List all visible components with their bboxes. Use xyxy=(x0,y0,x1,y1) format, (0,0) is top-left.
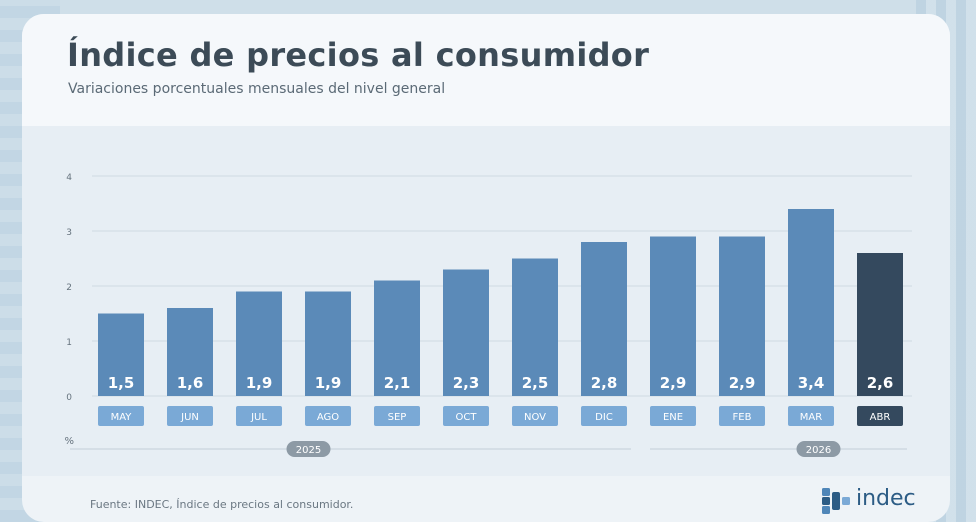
x-tick-label: ENE xyxy=(663,412,683,423)
bar xyxy=(167,308,213,396)
bar xyxy=(374,280,420,396)
bar xyxy=(719,236,765,396)
bar-value-label: 2,9 xyxy=(729,374,756,392)
bar-value-label: 1,9 xyxy=(246,374,273,392)
bar xyxy=(512,258,558,396)
bar xyxy=(581,242,627,396)
month-label-pill xyxy=(167,406,213,426)
month-label-pill xyxy=(788,406,834,426)
x-tick-label: NOV xyxy=(524,412,546,423)
bar-value-label: 1,5 xyxy=(108,374,135,392)
chart-card: Índice de precios al consumidor Variacio… xyxy=(22,14,950,522)
bar xyxy=(98,313,144,396)
y-tick-label: 1 xyxy=(66,338,72,348)
bar-value-label: 2,1 xyxy=(384,374,411,392)
bar xyxy=(857,253,903,396)
logo-text: indec xyxy=(856,486,916,511)
x-tick-label: MAR xyxy=(800,412,822,423)
bar-value-label: 2,6 xyxy=(867,374,894,392)
y-tick-label: 0 xyxy=(66,393,72,403)
x-tick-label: SEP xyxy=(388,412,407,423)
bar-value-label: 3,4 xyxy=(798,374,825,392)
month-label-pill xyxy=(512,406,558,426)
month-label-pill xyxy=(443,406,489,426)
bar xyxy=(443,269,489,396)
month-label-pill xyxy=(650,406,696,426)
month-label-pill xyxy=(98,406,144,426)
indec-logo-icon xyxy=(822,488,850,514)
source-note: Fuente: INDEC, Índice de precios al cons… xyxy=(90,498,354,511)
month-label-pill xyxy=(374,406,420,426)
bar xyxy=(788,209,834,396)
y-tick-label: 4 xyxy=(66,173,72,183)
bar-value-label: 2,9 xyxy=(660,374,687,392)
y-axis-unit-label: % xyxy=(64,436,74,447)
month-label-pill xyxy=(236,406,282,426)
year-pill xyxy=(286,441,331,457)
y-tick-label: 2 xyxy=(66,283,72,293)
indec-logo: indec xyxy=(822,486,922,518)
month-label-pill xyxy=(305,406,351,426)
bar xyxy=(236,291,282,396)
bar-value-label: 1,9 xyxy=(315,374,342,392)
month-label-pill xyxy=(581,406,627,426)
x-tick-label: ABR xyxy=(870,412,891,423)
bar-value-label: 2,5 xyxy=(522,374,549,392)
plot-area: 0 1 2 3 4% 1,5 MAY 1,6 JUN 1,9 JUL 1,9 AGO 2,1 SEP 2,3 O… xyxy=(22,126,950,476)
bar-value-label: 1,6 xyxy=(177,374,204,392)
month-label-pill xyxy=(719,406,765,426)
x-tick-label: OCT xyxy=(456,412,478,423)
bar-chart: 0 1 2 3 4% 1,5 MAY 1,6 JUN 1,9 JUL 1,9 AGO 2,1 SEP 2,3 O… xyxy=(64,173,912,457)
chart-subtitle: Variaciones porcentuales mensuales del n… xyxy=(68,81,446,97)
bar-value-label: 2,3 xyxy=(453,374,480,392)
year-label: 2026 xyxy=(806,445,831,456)
bar xyxy=(305,291,351,396)
chart-header xyxy=(22,14,950,126)
x-tick-label: AGO xyxy=(317,412,339,423)
x-tick-label: FEB xyxy=(733,412,752,423)
bar-value-label: 2,8 xyxy=(591,374,618,392)
chart-title: Índice de precios al consumidor xyxy=(67,36,650,74)
month-label-pill xyxy=(857,406,903,426)
x-tick-label: JUL xyxy=(250,412,267,423)
x-tick-label: JUN xyxy=(180,412,199,423)
x-tick-label: DIC xyxy=(595,412,613,423)
x-tick-label: MAY xyxy=(111,412,133,423)
y-tick-label: 3 xyxy=(66,228,72,238)
year-pill xyxy=(796,441,841,457)
year-label: 2025 xyxy=(296,445,321,456)
bar xyxy=(650,236,696,396)
